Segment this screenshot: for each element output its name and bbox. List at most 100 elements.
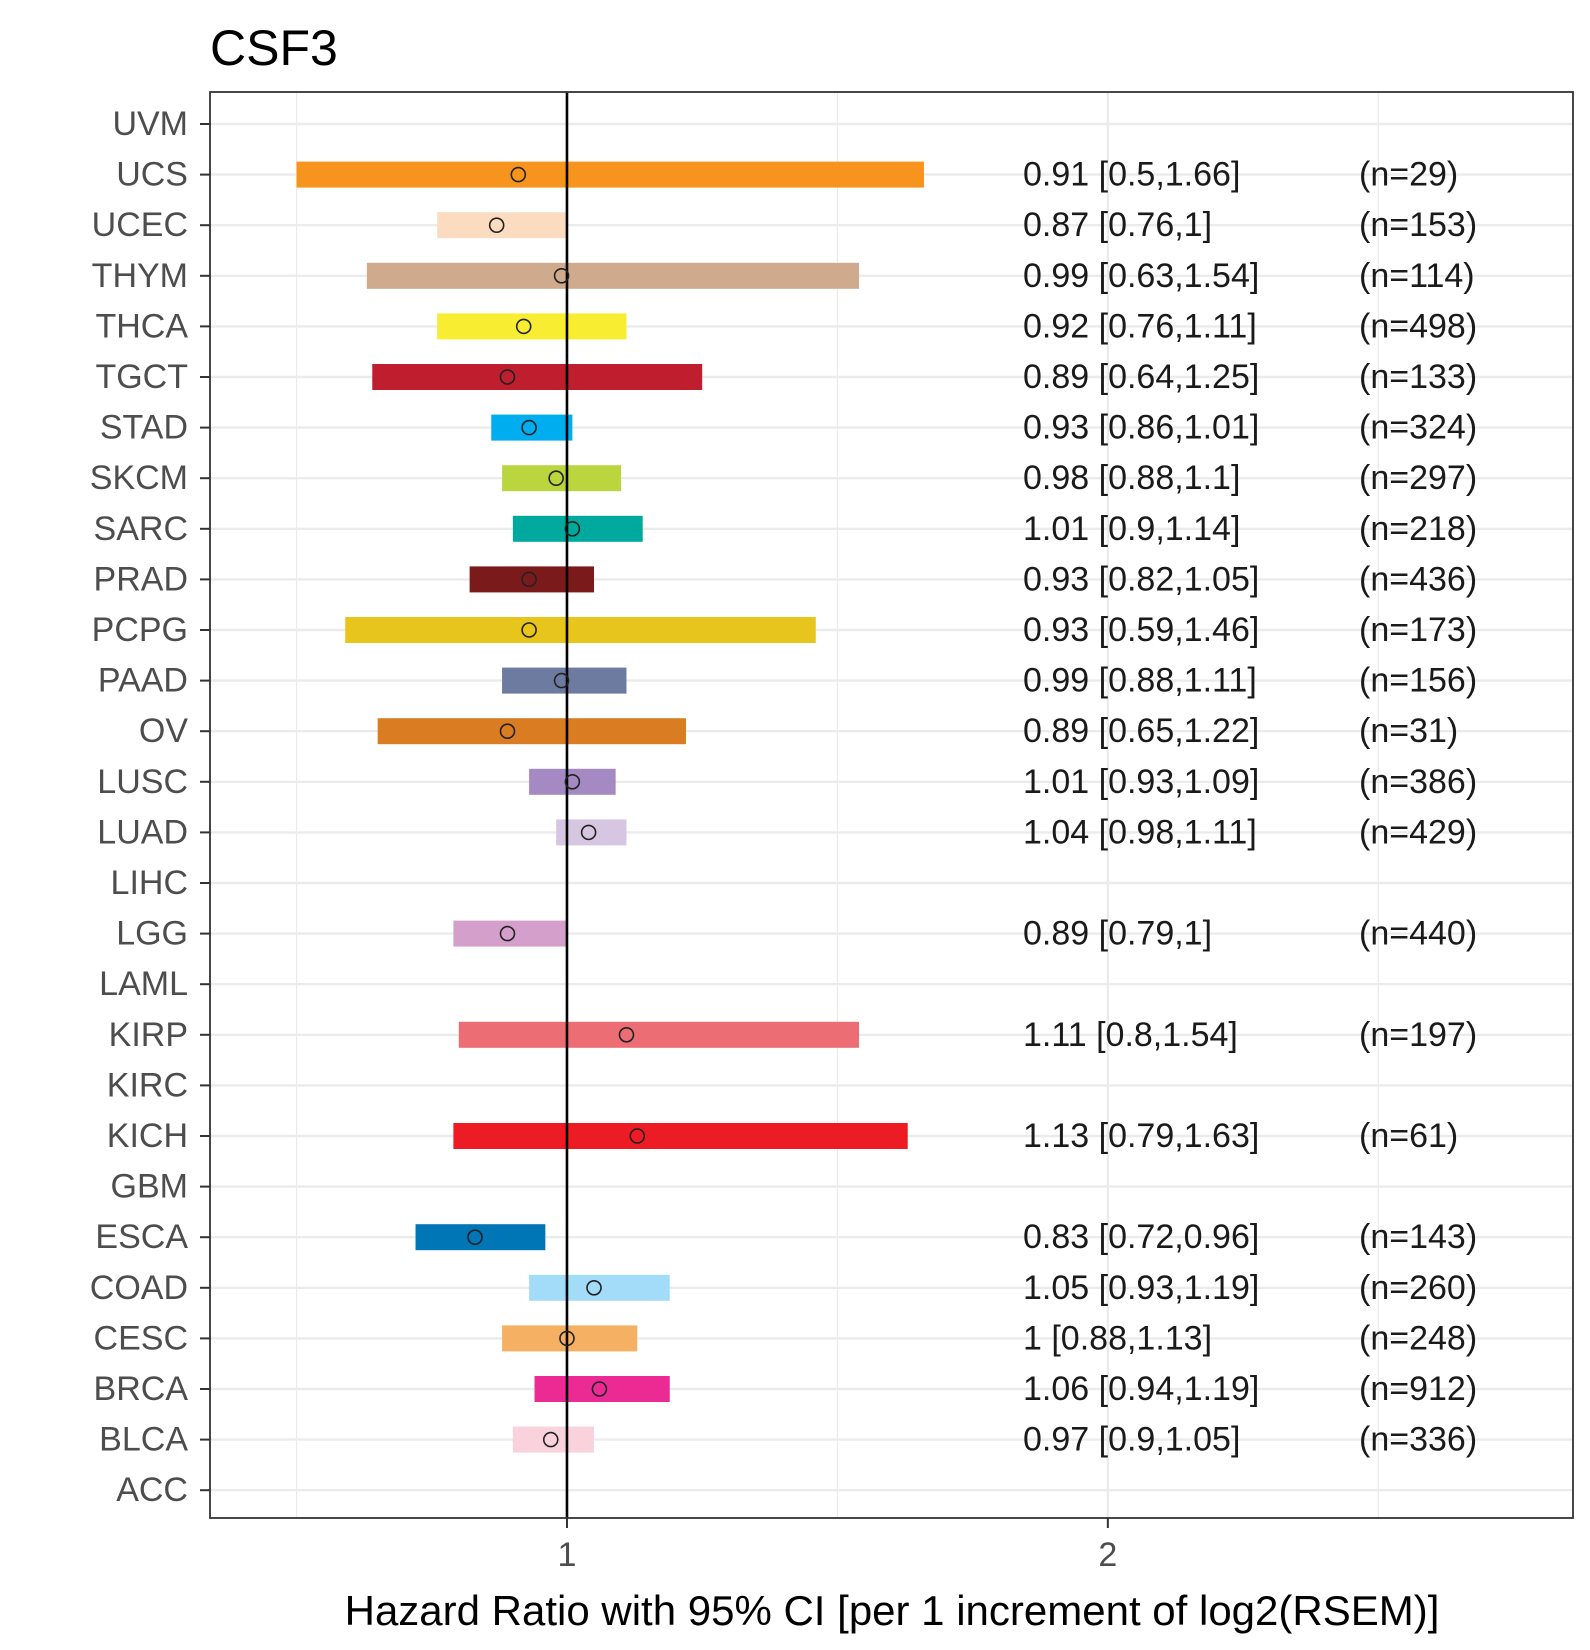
y-tick-label: LAML (99, 965, 188, 1003)
y-tick-label: KICH (107, 1117, 188, 1155)
hr-ci-label: 0.98 [0.88,1.1] (1023, 459, 1240, 497)
y-tick-label: SKCM (90, 459, 188, 497)
ci-bar-stad (491, 414, 573, 441)
hr-point-blca (542, 1431, 559, 1448)
ci-bar-ucec (437, 212, 567, 239)
y-tick-label: KIRP (109, 1016, 188, 1054)
hr-annotations: 0.91 [0.5,1.66] (n=29) 0.87 [0.76,1] (n=153… (1023, 156, 1477, 1459)
y-tick-label: THCA (95, 307, 188, 345)
y-tick-label: TGCT (95, 358, 188, 396)
ci-bar-brca (534, 1376, 670, 1402)
hr-point-lusc (564, 773, 581, 790)
hr-ci-label: 1.11 [0.8,1.54] (1023, 1016, 1238, 1054)
hr-point-ucec (488, 217, 505, 233)
sample-size-label: (n=143) (1359, 1218, 1477, 1256)
hr-ci-label: 0.93 [0.86,1.01] (1023, 409, 1259, 447)
ci-bar-ov (377, 718, 686, 745)
y-tick-label: GBM (111, 1168, 188, 1206)
hr-ci-label: 0.87 [0.76,1] (1023, 206, 1212, 244)
hr-point-lgg (499, 925, 516, 942)
y-tick-label: UCS (116, 156, 188, 194)
hr-point-tgct (499, 369, 516, 385)
hr-point-prad (521, 571, 537, 588)
sample-size-label: (n=29) (1359, 156, 1458, 194)
y-tick-label: BRCA (94, 1370, 189, 1408)
sample-size-label: (n=436) (1359, 560, 1477, 598)
sample-size-label: (n=133) (1359, 358, 1477, 396)
sample-size-label: (n=297) (1359, 459, 1477, 497)
y-tick-label: THYM (92, 257, 188, 295)
x-tick-label: 1 (558, 1536, 577, 1574)
ci-bar-kirp (458, 1021, 860, 1048)
hr-point-pcpg (521, 622, 537, 638)
y-tick-label: LGG (116, 915, 188, 953)
y-tick-label: KIRC (107, 1066, 188, 1104)
ci-bar-lgg (453, 920, 567, 947)
sample-size-label: (n=153) (1359, 206, 1477, 244)
y-tick-label: PRAD (94, 560, 188, 598)
ci-bar-skcm (502, 465, 622, 492)
hr-point-stad (521, 419, 537, 436)
sample-size-label: (n=498) (1359, 307, 1477, 345)
y-tick-label: OV (139, 712, 188, 750)
x-tick-label: 2 (1098, 1536, 1117, 1574)
hr-point-kich (629, 1128, 646, 1144)
y-tick-label: LUAD (97, 813, 188, 851)
ci-bar-coad (529, 1274, 670, 1301)
plot-panel-border (209, 91, 1574, 1519)
hr-ci-label: 0.89 [0.79,1] (1023, 915, 1212, 953)
hr-point-ov (499, 723, 516, 740)
hr-ci-label: 1.01 [0.93,1.09] (1023, 763, 1259, 801)
y-tick-label: LUSC (97, 763, 188, 801)
ci-bars (296, 161, 924, 1453)
hr-ci-label: 0.93 [0.59,1.46] (1023, 611, 1259, 649)
hr-point-cesc (559, 1330, 575, 1347)
y-tick-label: COAD (90, 1269, 188, 1307)
ci-bar-sarc (512, 515, 643, 542)
hr-point-sarc (564, 520, 581, 537)
hr-point-ucs (510, 166, 527, 183)
ci-bar-pcpg (345, 617, 816, 643)
y-tick-label: PCPG (92, 611, 188, 649)
hr-point-coad (586, 1280, 602, 1296)
sample-size-label: (n=324) (1359, 409, 1477, 447)
ci-bar-thym (366, 262, 860, 289)
sample-size-label: (n=114) (1359, 257, 1475, 295)
y-tick-label: CESC (94, 1319, 188, 1357)
sample-size-label: (n=218) (1359, 510, 1477, 548)
hr-ci-label: 1.04 [0.98,1.11] (1023, 813, 1257, 851)
hr-point-esca (467, 1229, 483, 1245)
hr-point-thca (515, 318, 532, 335)
hr-ci-label: 0.89 [0.65,1.22] (1023, 712, 1259, 750)
y-tick-label: ACC (116, 1471, 188, 1509)
hr-ci-label: 0.92 [0.76,1.11] (1023, 307, 1257, 345)
hr-point-luad (580, 824, 597, 841)
hr-ci-label: 1.13 [0.79,1.63] (1023, 1117, 1259, 1155)
hr-ci-label: 1.01 [0.9,1.14] (1023, 510, 1240, 548)
hr-point-thym (553, 267, 570, 284)
sample-size-label: (n=429) (1359, 813, 1477, 851)
ci-bar-blca (512, 1426, 595, 1453)
ci-bar-prad (469, 566, 595, 593)
hr-ci-label: 1.05 [0.93,1.19] (1023, 1269, 1259, 1307)
ci-bar-esca (415, 1224, 546, 1251)
sample-size-label: (n=156) (1359, 662, 1477, 700)
hr-point-paad (553, 672, 570, 689)
y-tick-label: ESCA (95, 1218, 188, 1256)
sample-size-label: (n=61) (1359, 1117, 1458, 1155)
y-tick-label: STAD (100, 409, 188, 447)
y-tick-label: SARC (94, 510, 188, 548)
y-tick-label: PAAD (98, 662, 188, 700)
ci-bar-cesc (502, 1325, 638, 1352)
sample-size-label: (n=912) (1359, 1370, 1477, 1408)
hr-ci-label: 0.99 [0.88,1.11] (1023, 662, 1257, 700)
sample-size-label: (n=248) (1359, 1319, 1477, 1357)
sample-size-label: (n=260) (1359, 1269, 1477, 1307)
hr-ci-label: 0.91 [0.5,1.66] (1023, 156, 1240, 194)
sample-size-label: (n=440) (1359, 915, 1477, 953)
sample-size-label: (n=173) (1359, 611, 1477, 649)
hr-ci-label: 0.93 [0.82,1.05] (1023, 560, 1259, 598)
y-tick-label: UVM (112, 105, 188, 143)
